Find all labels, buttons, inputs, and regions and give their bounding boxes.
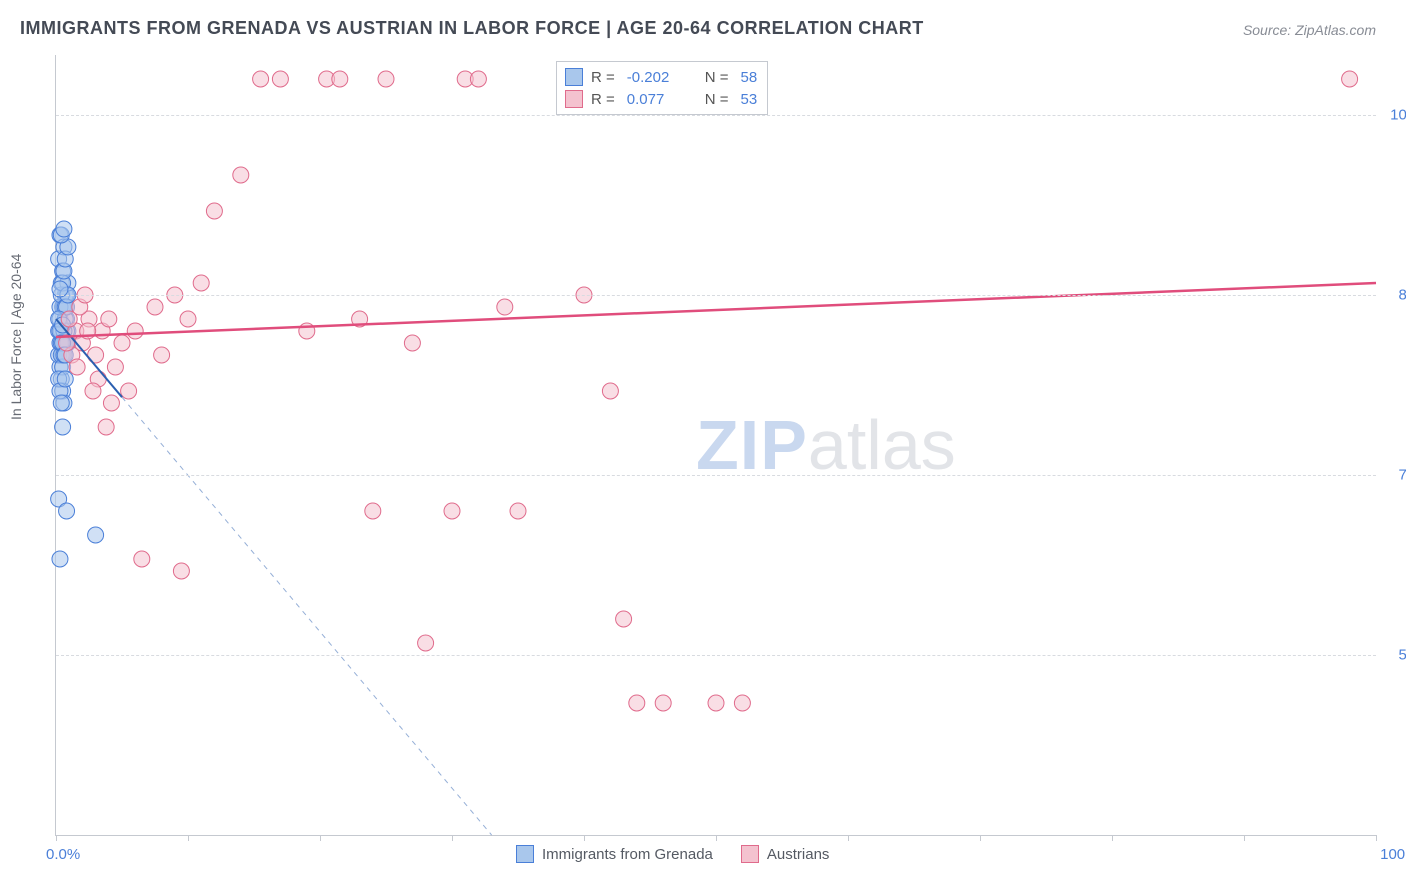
data-point [88,527,104,543]
y-tick-label: 70.0% [1398,467,1406,484]
gridline [56,655,1376,656]
legend-label: Immigrants from Grenada [542,846,713,863]
r-value: -0.202 [627,69,687,86]
legend-label: Austrians [767,846,830,863]
legend-item: Austrians [741,845,830,863]
trend-line-extrapolated [122,397,492,835]
data-point [193,275,209,291]
data-point [173,563,189,579]
data-point [85,383,101,399]
data-point [206,203,222,219]
legend-row: R = 0.077 N = 53 [565,88,757,110]
y-tick-label: 55.0% [1398,647,1406,664]
r-label: R = [591,69,615,86]
data-point [616,611,632,627]
data-point [107,359,123,375]
data-point [708,695,724,711]
y-tick-label: 100.0% [1390,107,1406,124]
data-point [121,383,137,399]
data-point [114,335,130,351]
x-tick [716,835,717,841]
legend-swatch-icon [565,68,583,86]
x-min-label: 0.0% [46,846,80,863]
x-tick [1376,835,1377,841]
y-axis-label: In Labor Force | Age 20-64 [8,254,24,420]
data-point [444,503,460,519]
n-value: 58 [741,69,758,86]
data-point [629,695,645,711]
legend-swatch-icon [741,845,759,863]
data-point [602,383,618,399]
data-point [98,419,114,435]
legend-row: R = -0.202 N = 58 [565,66,757,88]
data-point [272,71,288,87]
data-point [55,419,71,435]
x-max-label: 100.0% [1380,846,1406,863]
x-tick [848,835,849,841]
y-tick-label: 85.0% [1398,287,1406,304]
x-tick [584,835,585,841]
data-point [365,503,381,519]
data-point [497,299,513,315]
data-point [180,311,196,327]
data-point [1342,71,1358,87]
x-tick [980,835,981,841]
data-point [61,311,77,327]
legend-item: Immigrants from Grenada [516,845,713,863]
data-point [470,71,486,87]
legend-swatch-icon [516,845,534,863]
data-point [56,221,72,237]
legend-swatch-icon [565,90,583,108]
chart-svg [56,55,1376,835]
data-point [52,551,68,567]
data-point [332,71,348,87]
gridline [56,295,1376,296]
data-point [253,71,269,87]
data-point [57,371,73,387]
series-legend: Immigrants from Grenada Austrians [516,845,829,863]
data-point [655,695,671,711]
correlation-legend: R = -0.202 N = 58 R = 0.077 N = 53 [556,61,768,115]
data-point [134,551,150,567]
source-label: Source: ZipAtlas.com [1243,22,1376,38]
data-point [378,71,394,87]
trend-line [56,283,1376,337]
n-value: 53 [741,91,758,108]
data-point [127,323,143,339]
data-point [147,299,163,315]
x-tick [1244,835,1245,841]
chart-title: IMMIGRANTS FROM GRENADA VS AUSTRIAN IN L… [20,18,924,39]
x-tick [1112,835,1113,841]
data-point [233,167,249,183]
data-point [59,503,75,519]
data-point [510,503,526,519]
data-point [53,395,69,411]
x-tick [320,835,321,841]
data-point [103,395,119,411]
data-point [418,635,434,651]
x-tick [56,835,57,841]
r-value: 0.077 [627,91,687,108]
r-label: R = [591,91,615,108]
data-point [404,335,420,351]
gridline [56,115,1376,116]
x-tick [188,835,189,841]
gridline [56,475,1376,476]
data-point [734,695,750,711]
plot-area: ZIPatlas R = -0.202 N = 58 R = 0.077 N =… [55,55,1376,836]
x-tick [452,835,453,841]
n-label: N = [705,91,729,108]
n-label: N = [705,69,729,86]
data-point [101,311,117,327]
data-point [69,359,85,375]
data-point [154,347,170,363]
